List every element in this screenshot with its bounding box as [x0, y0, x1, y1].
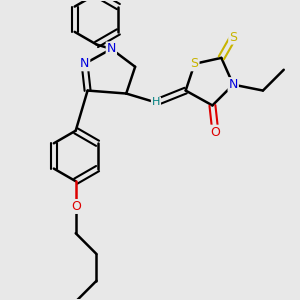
Text: N: N: [107, 42, 116, 56]
Text: O: O: [211, 126, 220, 139]
Text: N: N: [229, 78, 238, 91]
Text: S: S: [190, 57, 199, 70]
Text: O: O: [71, 200, 81, 213]
Text: S: S: [229, 31, 237, 44]
Text: N: N: [80, 57, 89, 70]
Text: H: H: [152, 98, 160, 107]
